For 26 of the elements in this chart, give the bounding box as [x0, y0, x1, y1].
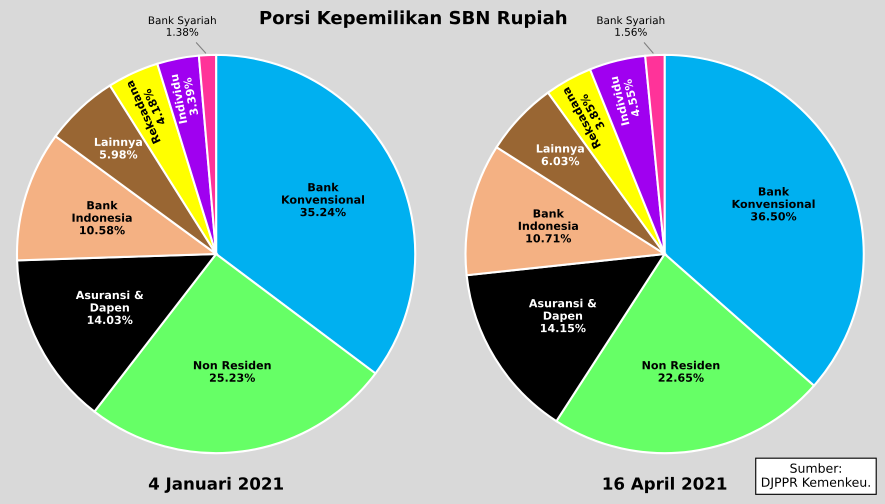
data-label: 14.03% — [88, 316, 133, 324]
data-label: 14.15% — [540, 324, 586, 332]
data-label: 36.50% — [751, 212, 796, 221]
data-label: 25.23% — [210, 373, 255, 382]
slice-label: Bank Indonesia — [518, 209, 578, 230]
slice-label: Bank Indonesia — [72, 200, 132, 222]
slice-label: Non Residen — [194, 360, 271, 370]
data-label: 35.24% — [300, 208, 346, 216]
slice-label: Non Residen — [642, 360, 720, 370]
data-label: 10.71% — [526, 234, 572, 242]
data-label: 10.58% — [80, 226, 125, 234]
text: 4 Januari 2021 — [148, 476, 283, 493]
data-label: 6.03% — [542, 156, 580, 166]
slice-label: Bank Konvensional — [732, 187, 815, 208]
slice-label: Asuransi & Dapen — [528, 298, 596, 322]
slice-label: Asuransi & Dapen — [76, 290, 144, 314]
text: 16 April 2021 — [604, 476, 726, 494]
chart-title: Porsi Kepemilikan SBN Rupiah — [260, 10, 566, 28]
data-label: 5.98% — [100, 150, 138, 159]
data-label: 22.65% — [658, 373, 704, 382]
text: Sumber: DJPPR Kemenkeu. — [762, 463, 870, 490]
slice-label: Bank Syariah — [597, 16, 664, 26]
slice-label: Bank Syariah — [148, 16, 216, 26]
slice-label: Bank Konvensional — [282, 182, 364, 204]
data-label: 1.56% — [615, 28, 647, 36]
data-label: 1.38% — [166, 28, 198, 36]
